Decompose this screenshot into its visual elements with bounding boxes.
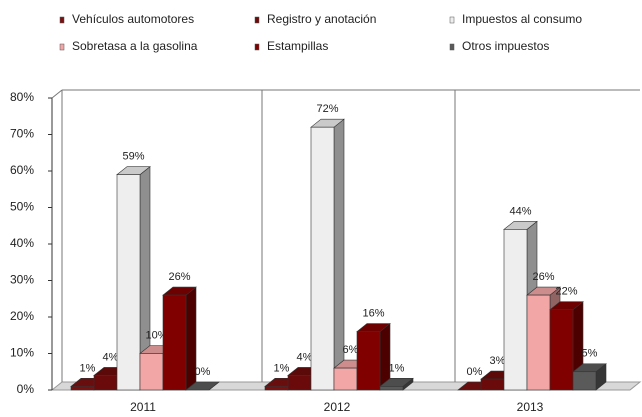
value-label: 0% xyxy=(195,366,211,378)
bar-front xyxy=(162,294,187,391)
bar-front xyxy=(503,229,528,391)
bar-front xyxy=(264,386,289,391)
value-label: 1% xyxy=(80,362,96,374)
y-tick-label: 50% xyxy=(10,200,34,214)
legend-label: Impuestos al consumo xyxy=(462,12,582,26)
bar-front xyxy=(549,309,574,391)
y-tick-label: 60% xyxy=(10,163,34,177)
x-tick-label: 2011 xyxy=(130,400,156,414)
x-tick-label: 2012 xyxy=(324,400,351,414)
y-tick-label: 40% xyxy=(10,236,34,250)
value-label: 6% xyxy=(343,344,359,356)
y-tick-label: 80% xyxy=(10,90,34,104)
value-label: 59% xyxy=(122,151,144,163)
legend-label: Otros impuestos xyxy=(462,39,549,53)
value-label: 3% xyxy=(490,355,506,367)
legend-swatch xyxy=(254,16,260,24)
bar-front xyxy=(287,375,312,391)
y-tick-label: 30% xyxy=(10,273,34,287)
legend-swatch xyxy=(59,43,65,51)
bar xyxy=(185,381,220,391)
y-tick-label: 20% xyxy=(10,309,34,323)
bar-front xyxy=(356,331,381,391)
bar-front xyxy=(333,367,358,391)
legend-swatch xyxy=(254,43,260,51)
wall-edge xyxy=(51,89,63,99)
legend-label: Sobretasa a la gasolina xyxy=(72,39,198,53)
legend-label: Estampillas xyxy=(267,39,328,53)
value-label: 0% xyxy=(467,366,483,378)
bar xyxy=(356,322,391,391)
value-label: 26% xyxy=(532,271,554,283)
bar-front xyxy=(93,375,118,391)
bar-front xyxy=(116,174,141,391)
value-label: 22% xyxy=(555,286,577,298)
bar xyxy=(379,377,414,391)
value-label: 10% xyxy=(145,329,167,341)
bar-front xyxy=(526,294,551,391)
legend-label: Vehículos automotores xyxy=(72,12,194,26)
value-label: 16% xyxy=(362,308,384,320)
value-label: 44% xyxy=(509,205,531,217)
bar xyxy=(162,286,197,391)
legend-swatch xyxy=(449,16,455,24)
bar xyxy=(310,118,345,391)
y-tick-label: 10% xyxy=(10,346,34,360)
bar-front xyxy=(379,386,404,391)
legend-swatch xyxy=(59,16,65,24)
value-label: 26% xyxy=(168,271,190,283)
bar-top xyxy=(185,381,220,391)
value-label: 1% xyxy=(389,362,405,374)
x-tick-label: 2013 xyxy=(517,400,544,414)
value-label: 72% xyxy=(316,103,338,115)
bar xyxy=(116,166,151,391)
y-tick-label: 70% xyxy=(10,127,34,141)
value-label: 4% xyxy=(297,351,313,363)
value-label: 4% xyxy=(103,351,119,363)
value-label: 1% xyxy=(274,362,290,374)
y-tick-label: 0% xyxy=(17,382,35,396)
bar-front xyxy=(480,378,505,391)
bar-front xyxy=(572,371,597,391)
legend-swatch xyxy=(449,43,455,51)
value-label: 5% xyxy=(582,348,598,360)
bar-front xyxy=(310,126,335,391)
legend-label: Registro y anotación xyxy=(267,12,376,26)
bar-front xyxy=(139,353,164,391)
bar xyxy=(572,363,607,391)
bar-front xyxy=(70,386,95,391)
